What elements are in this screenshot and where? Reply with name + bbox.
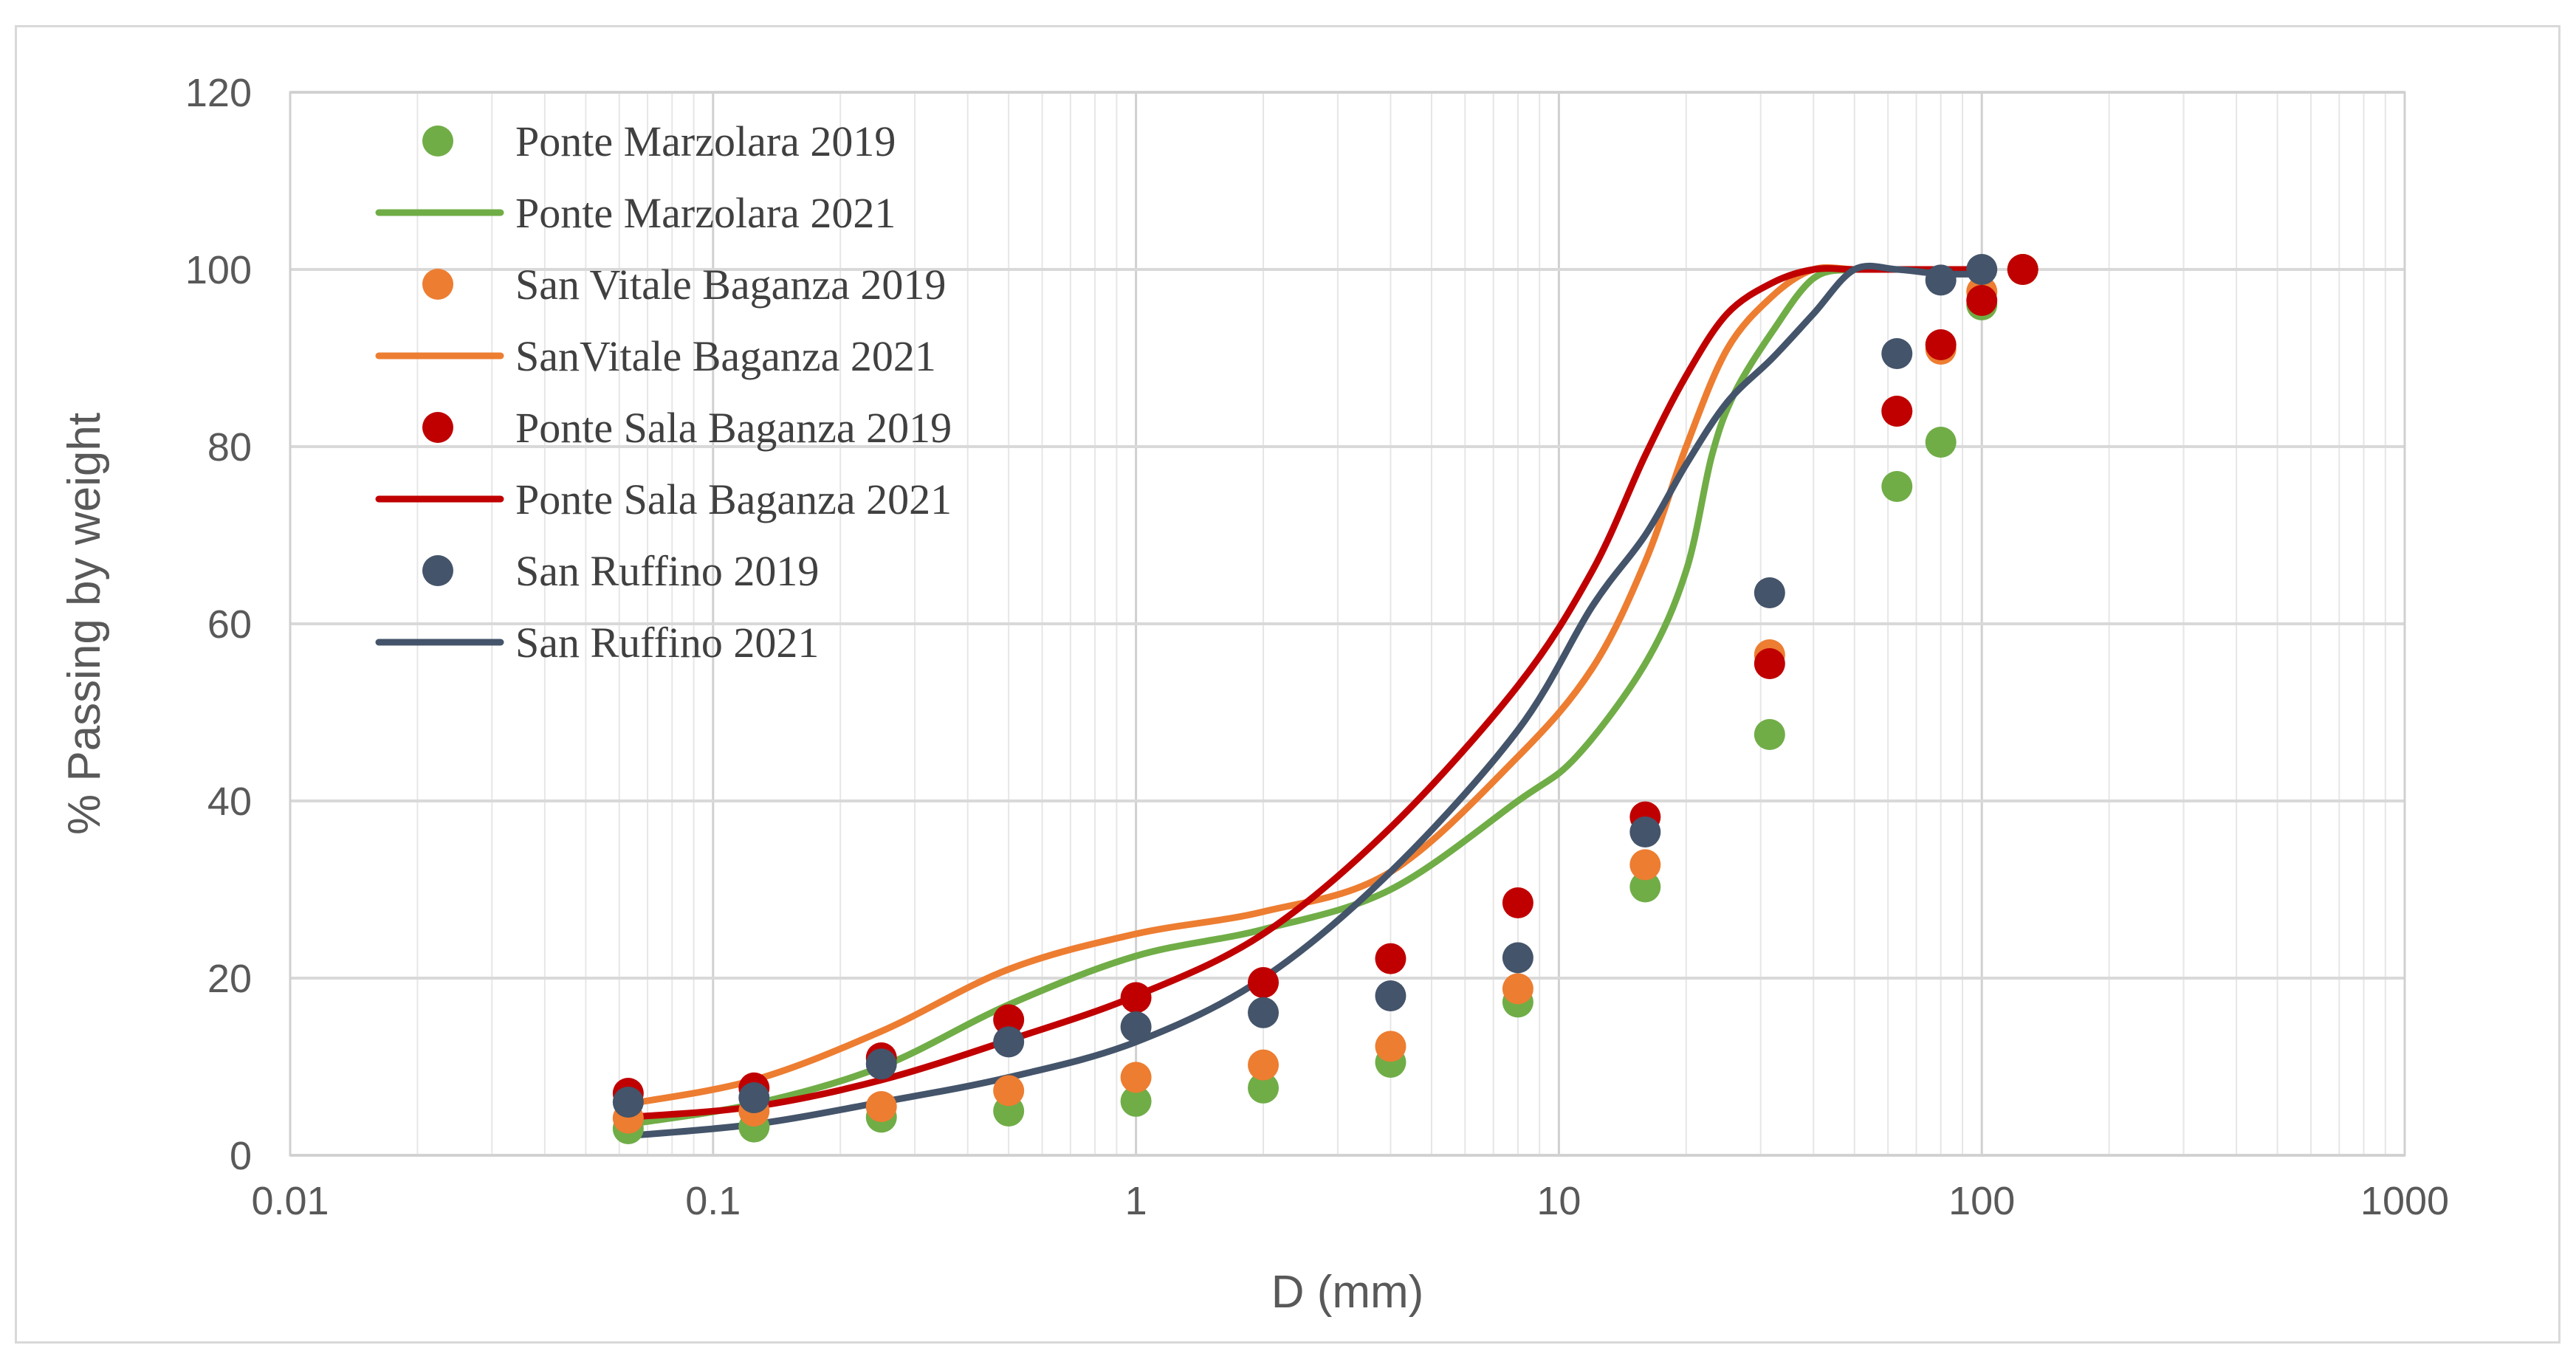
legend-label: San Vitale Baganza 2019 <box>515 261 946 309</box>
data-point-ponte-marzolara-2019 <box>1120 1085 1152 1117</box>
legend-item: San Ruffino 2019 <box>422 547 819 595</box>
legend-label: San Ruffino 2021 <box>515 619 819 667</box>
data-point-san-ruffino-2019 <box>612 1087 644 1118</box>
x-tick-label: 100 <box>1948 1179 2015 1223</box>
data-point-ponte-marzolara-2019 <box>1754 719 1785 750</box>
data-point-ponte-marzolara-2019 <box>1248 1072 1280 1104</box>
series-lines <box>625 262 1985 1140</box>
series-line-ponte-sala-baganza-2021 <box>625 265 1985 1121</box>
data-point-san-ruffino-2019 <box>1502 942 1533 974</box>
data-point-ponte-sala-baganza-2019 <box>1966 285 1998 316</box>
legend-label: Ponte Marzolara 2021 <box>515 189 896 237</box>
legend-marker <box>422 125 453 157</box>
y-tick-label: 40 <box>207 780 252 824</box>
legend-item: San Vitale Baganza 2019 <box>422 261 946 309</box>
x-tick-label: 0.1 <box>685 1179 741 1223</box>
data-point-ponte-marzolara-2019 <box>1629 871 1661 903</box>
data-point-san-ruffino-2019 <box>993 1026 1025 1058</box>
y-tick-label: 120 <box>185 71 252 115</box>
data-point-ponte-sala-baganza-2019 <box>1502 887 1533 918</box>
data-point-san-ruffino-2019 <box>1966 254 1998 285</box>
data-point-ponte-sala-baganza-2019 <box>1881 396 1913 427</box>
chart-svg: 0.01 0.1 1 10 100 1000 0 20 40 60 80 100 120 D (mm)… <box>59 71 2449 1318</box>
data-point-ponte-sala-baganza-2019 <box>1120 982 1152 1014</box>
data-point-ponte-sala-baganza-2019 <box>1754 648 1785 679</box>
legend-label: Ponte Sala Baganza 2019 <box>515 404 952 452</box>
data-point-ponte-sala-baganza-2019 <box>1925 329 1957 360</box>
legend-item: Ponte Sala Baganza 2019 <box>422 404 952 452</box>
legend-label: SanVitale Baganza 2021 <box>515 332 936 380</box>
legend-item: San Ruffino 2021 <box>375 619 819 667</box>
data-point-san-vitale-baganza-2019 <box>993 1075 1025 1107</box>
y-axis-title: % Passing by weight <box>59 413 110 835</box>
legend-item: SanVitale Baganza 2021 <box>375 332 936 380</box>
series-line-san-ruffino-2021 <box>625 262 1985 1140</box>
y-tick-label: 20 <box>207 957 252 1001</box>
series-line-ponte-marzolara-2021 <box>625 265 1985 1128</box>
data-point-ponte-sala-baganza-2019 <box>2007 254 2039 285</box>
legend-item: Ponte Marzolara 2021 <box>375 189 896 237</box>
data-point-san-ruffino-2019 <box>1248 997 1280 1028</box>
x-tick-label: 10 <box>1536 1179 1581 1223</box>
data-point-san-vitale-baganza-2019 <box>1375 1031 1407 1062</box>
x-tick-label: 1 <box>1125 1179 1147 1223</box>
data-point-san-vitale-baganza-2019 <box>1120 1062 1152 1093</box>
data-point-san-vitale-baganza-2019 <box>1248 1049 1280 1081</box>
data-point-san-vitale-baganza-2019 <box>1629 849 1661 881</box>
y-tick-labels: 0 20 40 60 80 100 120 <box>185 71 252 1178</box>
legend-label: Ponte Marzolara 2019 <box>515 117 896 165</box>
legend-marker <box>422 269 453 300</box>
data-point-san-ruffino-2019 <box>1881 338 1913 369</box>
data-point-san-ruffino-2019 <box>865 1048 897 1080</box>
y-tick-label: 60 <box>207 602 252 647</box>
y-tick-label: 100 <box>185 248 252 292</box>
data-point-san-ruffino-2019 <box>1375 980 1407 1011</box>
legend-label: Ponte Sala Baganza 2021 <box>515 475 952 523</box>
legend-marker <box>422 412 453 443</box>
data-point-ponte-sala-baganza-2019 <box>993 1004 1025 1036</box>
chart-frame: 0.01 0.1 1 10 100 1000 0 20 40 60 80 100 120 D (mm)… <box>15 25 2560 1344</box>
data-point-san-ruffino-2019 <box>1925 264 1957 296</box>
data-point-ponte-sala-baganza-2019 <box>1248 967 1280 998</box>
plot-border <box>289 91 2406 1157</box>
data-point-ponte-sala-baganza-2019 <box>1375 943 1407 974</box>
legend-item: Ponte Sala Baganza 2021 <box>375 475 952 523</box>
y-tick-label: 0 <box>230 1134 252 1178</box>
x-tick-labels: 0.01 0.1 1 10 100 1000 <box>251 1179 2449 1223</box>
data-point-san-ruffino-2019 <box>738 1082 770 1113</box>
legend-item: Ponte Marzolara 2019 <box>422 117 896 165</box>
legend: Ponte Marzolara 2019 Ponte Marzolara 2021… <box>375 117 952 667</box>
legend-marker <box>422 555 453 586</box>
data-point-ponte-marzolara-2019 <box>1881 471 1913 502</box>
legend-label: San Ruffino 2019 <box>515 547 819 595</box>
x-tick-label: 0.01 <box>251 1179 329 1223</box>
data-point-san-vitale-baganza-2019 <box>1502 973 1533 1005</box>
x-axis-title: D (mm) <box>1271 1267 1424 1318</box>
y-tick-label: 80 <box>207 425 252 470</box>
series-points <box>612 254 2039 1144</box>
data-point-san-ruffino-2019 <box>1120 1011 1152 1042</box>
plot-border-rect <box>289 91 2406 1157</box>
data-point-san-vitale-baganza-2019 <box>865 1091 897 1122</box>
data-point-ponte-marzolara-2019 <box>1925 427 1957 458</box>
x-tick-label: 1000 <box>2360 1179 2449 1223</box>
data-point-san-ruffino-2019 <box>1629 816 1661 847</box>
data-point-san-ruffino-2019 <box>1754 577 1785 608</box>
